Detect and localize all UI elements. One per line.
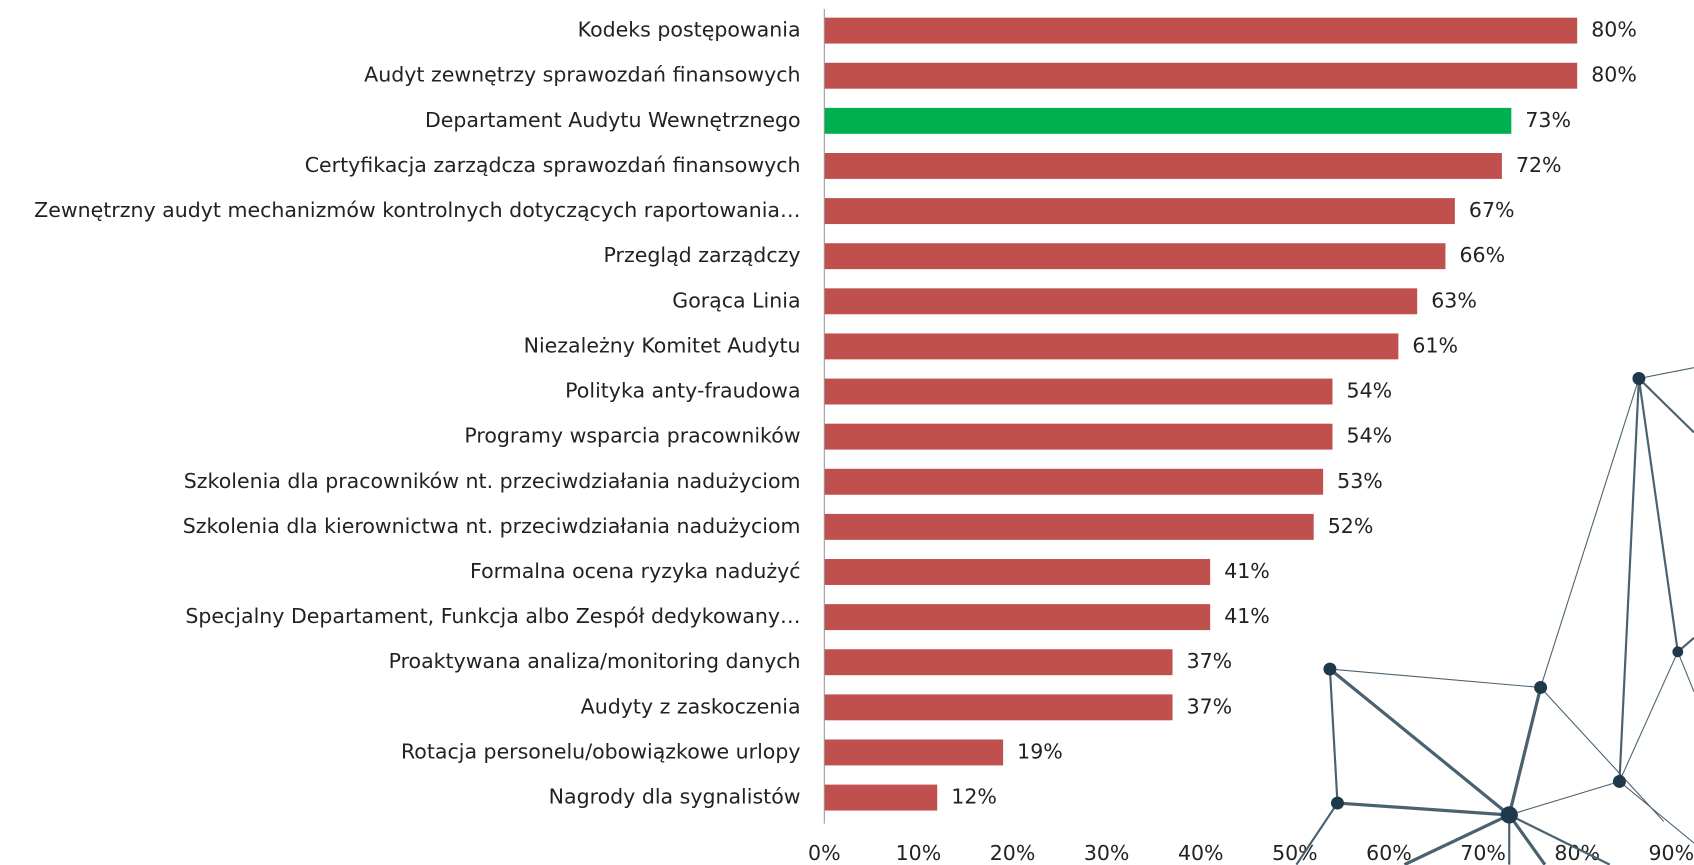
value-label: 52% [1328, 514, 1374, 538]
category-label: Specjalny Departament, Funkcja albo Zesp… [185, 604, 800, 628]
x-tick-label: 60% [1366, 841, 1412, 865]
value-label: 63% [1431, 288, 1477, 312]
category-label: Formalna ocena ryzyka nadużyć [470, 559, 800, 583]
value-label: 37% [1187, 694, 1233, 718]
value-label: 54% [1347, 424, 1393, 448]
value-label: 41% [1224, 559, 1270, 583]
bar [824, 153, 1502, 179]
bar [824, 649, 1172, 675]
value-label: 54% [1347, 379, 1393, 403]
bar [824, 559, 1210, 585]
bar [824, 198, 1455, 224]
bar [824, 424, 1332, 450]
category-label: Szkolenia dla kierownictwa nt. przeciwdz… [183, 514, 801, 538]
category-label: Szkolenia dla pracowników nt. przeciwdzi… [184, 469, 801, 493]
bar [824, 333, 1398, 359]
category-label: Niezależny Komitet Audytu [524, 333, 801, 357]
bar [824, 243, 1445, 269]
value-label: 53% [1337, 469, 1383, 493]
category-label: Zewnętrzny audyt mechanizmów kontrolnych… [34, 198, 800, 222]
bar [824, 108, 1511, 134]
bar [824, 739, 1003, 765]
value-label: 37% [1187, 649, 1233, 673]
value-label: 67% [1469, 198, 1515, 222]
x-tick-label: 90% [1649, 841, 1694, 865]
x-tick-label: 40% [1178, 841, 1224, 865]
bar [824, 469, 1323, 495]
category-label: Kodeks postępowania [578, 18, 801, 42]
bar [824, 379, 1332, 405]
x-tick-label: 20% [990, 841, 1036, 865]
bar [824, 18, 1577, 44]
value-label: 19% [1017, 739, 1063, 763]
bar [824, 694, 1172, 720]
value-label: 66% [1459, 243, 1505, 267]
category-label: Audyty z zaskoczenia [581, 694, 801, 718]
value-label: 12% [951, 785, 997, 809]
x-tick-label: 70% [1460, 841, 1506, 865]
bar [824, 604, 1210, 630]
bar [824, 288, 1417, 314]
category-label: Programy wsparcia pracowników [464, 424, 800, 448]
category-label: Audyt zewnętrzy sprawozdań finansowych [364, 63, 800, 87]
category-label: Gorąca Linia [672, 288, 800, 312]
category-label: Departament Audytu Wewnętrznego [425, 108, 801, 132]
chart: Kodeks postępowania 80% Audyt zewnętrzy sp… [0, 0, 1694, 865]
category-label: Rotacja personelu/obowiązkowe urlopy [401, 739, 801, 763]
value-label: 73% [1525, 108, 1571, 132]
bar [824, 785, 937, 811]
value-label: 80% [1591, 63, 1637, 87]
value-label: 72% [1516, 153, 1562, 177]
category-label: Nagrody dla sygnalistów [549, 785, 801, 809]
value-label: 80% [1591, 18, 1637, 42]
x-tick-label: 10% [896, 841, 942, 865]
value-label: 41% [1224, 604, 1270, 628]
value-label: 61% [1412, 333, 1458, 357]
category-label: Przegląd zarządczy [604, 243, 801, 267]
x-tick-label: 30% [1084, 841, 1130, 865]
bar [824, 514, 1313, 540]
page: {"chart_data": {"type": "barh", "categor… [0, 0, 1694, 865]
x-tick-label: 0% [808, 841, 841, 865]
category-label: Certyfikacja zarządcza sprawozdań finans… [305, 153, 801, 177]
bar [824, 63, 1577, 89]
category-label: Proaktywana analiza/monitoring danych [389, 649, 801, 673]
category-label: Polityka anty-fraudowa [565, 379, 800, 403]
x-tick-label: 80% [1554, 841, 1600, 865]
